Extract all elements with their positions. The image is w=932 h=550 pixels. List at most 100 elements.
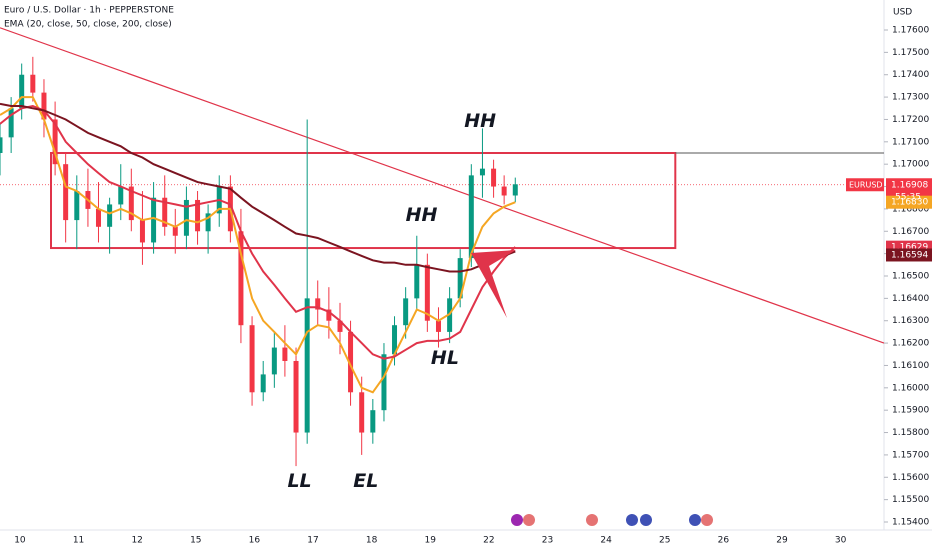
x-tick-label: 15 bbox=[190, 536, 201, 546]
candle-body bbox=[337, 320, 343, 332]
candle-body bbox=[479, 168, 485, 176]
price-label: 1.16594 bbox=[891, 250, 928, 260]
candle-body bbox=[0, 137, 3, 153]
candle-body bbox=[74, 191, 80, 221]
candle-body bbox=[41, 92, 47, 120]
candle-body bbox=[457, 258, 463, 299]
y-tick-label: 1.16400 bbox=[892, 294, 929, 304]
x-tick-label: 12 bbox=[131, 536, 142, 546]
candle-body bbox=[501, 186, 507, 196]
price-label: 1.16908 bbox=[891, 180, 928, 190]
candle-body bbox=[414, 264, 420, 299]
candle-body bbox=[151, 197, 157, 243]
candle-body bbox=[424, 264, 430, 321]
arrow-shape bbox=[471, 250, 516, 318]
candle-body bbox=[95, 208, 101, 227]
x-tick-label: 19 bbox=[425, 536, 437, 546]
candle-body bbox=[118, 186, 124, 205]
annotation: HH bbox=[464, 110, 496, 132]
x-tick-label: 17 bbox=[307, 536, 318, 546]
candle-body bbox=[348, 331, 354, 393]
candle-body bbox=[326, 309, 332, 321]
ema-line bbox=[0, 96, 516, 394]
symbol: EURUSD bbox=[849, 180, 883, 189]
y-tick-label: 1.15400 bbox=[892, 518, 929, 528]
y-tick-label: 1.16800 bbox=[892, 204, 929, 214]
candle-body bbox=[238, 231, 244, 326]
candle-body bbox=[381, 354, 387, 411]
candle-body bbox=[52, 119, 58, 165]
y-tick-label: 1.17300 bbox=[892, 93, 929, 103]
currency: USD bbox=[893, 8, 912, 18]
candle-body bbox=[271, 347, 277, 375]
candle-body bbox=[249, 325, 255, 393]
ema-line bbox=[0, 104, 517, 360]
y-tick-label: 1.16300 bbox=[892, 316, 929, 326]
annotation: LL bbox=[287, 470, 311, 492]
candle-body bbox=[315, 298, 321, 310]
candle-body bbox=[491, 168, 497, 187]
candle-body bbox=[435, 320, 441, 332]
y-tick-label: 1.15500 bbox=[892, 495, 929, 505]
candle-body bbox=[403, 298, 409, 326]
annotation: HH bbox=[406, 204, 438, 226]
x-tick-label: 16 bbox=[249, 536, 261, 546]
x-tick-label: 24 bbox=[600, 536, 612, 546]
candle-body bbox=[183, 199, 189, 236]
price-label-box bbox=[886, 248, 932, 262]
countdown: 55:35 bbox=[895, 192, 921, 202]
candle-body bbox=[512, 184, 518, 196]
candle-body bbox=[392, 325, 398, 355]
price-label-box bbox=[886, 195, 932, 209]
candle-body bbox=[293, 360, 299, 433]
y-tick-label: 1.16200 bbox=[892, 339, 929, 349]
candle-body bbox=[260, 374, 266, 393]
candle-body bbox=[107, 204, 113, 227]
candle-body bbox=[195, 199, 201, 232]
candle-body bbox=[8, 108, 14, 138]
x-tick-label: 18 bbox=[366, 536, 378, 546]
x-tick-label: 30 bbox=[835, 536, 847, 546]
annotation: EL bbox=[353, 470, 378, 492]
y-tick-label: 1.15900 bbox=[892, 406, 929, 416]
y-tick-label: 1.17600 bbox=[892, 26, 929, 36]
candle-body bbox=[172, 226, 178, 236]
y-tick-label: 1.17400 bbox=[892, 70, 929, 80]
annotation: HL bbox=[431, 347, 459, 369]
zone bbox=[50, 152, 677, 250]
price-label: 1.16629 bbox=[891, 243, 928, 253]
candle-body bbox=[63, 164, 69, 221]
x-tick-label: 26 bbox=[718, 536, 730, 546]
y-tick-label: 1.15600 bbox=[892, 473, 929, 483]
y-tick-label: 1.16000 bbox=[892, 383, 929, 393]
candle-body bbox=[304, 298, 310, 433]
plot bbox=[0, 27, 885, 467]
candle-body bbox=[30, 74, 36, 93]
subtitle: EMA (20, close, 50, close, 200, close) bbox=[4, 20, 172, 30]
candle-body bbox=[468, 175, 474, 259]
y-tick-label: 1.16700 bbox=[892, 227, 929, 237]
x-tick-label: 25 bbox=[659, 536, 670, 546]
y-tick-label: 1.16500 bbox=[892, 272, 929, 282]
y-tick-label: 1.17500 bbox=[892, 48, 929, 58]
y-tick-label: 1.16100 bbox=[892, 361, 929, 371]
candle-body bbox=[282, 347, 288, 361]
y-tick-label: 1.17200 bbox=[892, 115, 929, 125]
candle-body bbox=[162, 197, 168, 227]
candle-body bbox=[370, 410, 376, 433]
candle-body bbox=[19, 74, 25, 109]
title: Euro / U.S. Dollar · 1h · PEPPERSTONE bbox=[4, 6, 174, 16]
candle-body bbox=[128, 186, 134, 221]
candle-body bbox=[359, 392, 365, 433]
y-tick-label: 1.17000 bbox=[892, 160, 929, 170]
event-icons bbox=[511, 514, 713, 526]
price-label: 1.16830 bbox=[891, 198, 928, 208]
candle-body bbox=[139, 220, 145, 243]
trendline bbox=[0, 27, 885, 344]
candle-body bbox=[205, 213, 211, 232]
x-tick-label: 22 bbox=[483, 536, 494, 546]
y-tick-label: 1.17100 bbox=[892, 137, 929, 147]
x-tick-label: 10 bbox=[14, 536, 26, 546]
ema-line bbox=[0, 102, 516, 273]
